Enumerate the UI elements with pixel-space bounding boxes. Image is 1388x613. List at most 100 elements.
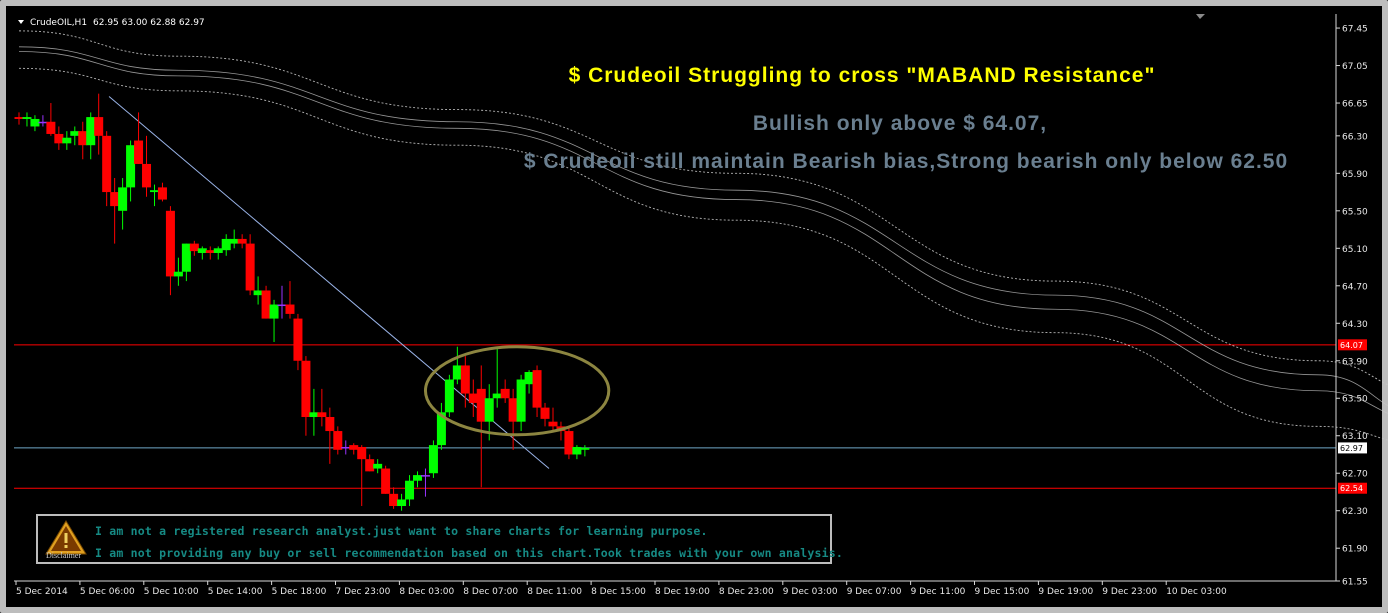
candle-body-26	[221, 238, 231, 251]
candle-20	[173, 257, 183, 286]
candle-body-40	[333, 431, 343, 450]
candle-56	[460, 356, 470, 408]
y-tick-label-2: 66.65	[1342, 100, 1368, 110]
candle-31	[261, 285, 271, 319]
y-tick-label-12: 62.70	[1342, 470, 1368, 480]
price-badge-2: 62.54	[1338, 482, 1367, 494]
candle-26	[221, 234, 231, 256]
candle-22	[189, 240, 199, 256]
candle-body-47	[389, 493, 399, 507]
candle-6	[62, 131, 72, 150]
candle-1	[22, 112, 32, 127]
candle-body-3	[38, 121, 48, 124]
price-badges: 64.07 62.97 62.54	[1338, 339, 1367, 494]
trendline	[108, 96, 550, 469]
candle-61	[500, 379, 510, 403]
y-tick-label-5: 65.50	[1342, 207, 1368, 217]
candle-body-20	[173, 271, 183, 277]
candle-40	[333, 426, 343, 455]
candle-body-19	[165, 210, 175, 277]
x-tick-label-15: 9 Dec 15:00	[975, 587, 1030, 597]
candle-body-53	[436, 412, 446, 446]
warning-icon	[45, 520, 87, 555]
candle-body-71	[580, 447, 590, 450]
candle-body-35	[293, 318, 303, 361]
y-tick-label-1: 67.05	[1342, 62, 1368, 72]
candle-15	[134, 112, 144, 164]
candle-53	[436, 402, 446, 450]
candle-body-31	[261, 290, 271, 319]
price-badge-bg-1	[1338, 442, 1367, 454]
candle-65	[532, 365, 542, 417]
candle-21	[181, 243, 191, 282]
candle-42	[349, 443, 359, 455]
y-tick-label-15: 61.55	[1342, 578, 1368, 588]
candle-body-61	[500, 388, 510, 399]
candle-body-48	[397, 499, 407, 507]
candle-41	[341, 440, 351, 455]
band-upper-line	[18, 46, 1388, 407]
candle-66	[540, 402, 550, 427]
candle-body-62	[508, 398, 518, 422]
y-tick-label-11: 63.10	[1342, 432, 1368, 442]
candle-8	[78, 121, 88, 160]
candle-body-64	[524, 372, 534, 385]
candle-29	[245, 234, 255, 296]
candle-body-46	[381, 468, 391, 494]
x-tick-label-9: 8 Dec 15:00	[591, 587, 646, 597]
candle-51	[420, 468, 430, 497]
candle-body-11	[102, 135, 112, 193]
y-tick-label-0: 67.45	[1342, 25, 1368, 35]
x-tick-label-8: 8 Dec 11:00	[527, 587, 582, 597]
disclaimer-icon-label: Disclaimer	[46, 551, 82, 560]
candle-24	[205, 246, 215, 260]
candle-27	[229, 229, 239, 249]
candle-body-21	[181, 243, 191, 272]
candle-13	[118, 178, 128, 230]
candle-63	[516, 374, 526, 432]
candle-body-58	[476, 388, 486, 422]
candle-55	[452, 346, 462, 385]
symbol-dropdown-icon[interactable]	[18, 20, 24, 24]
candle-body-16	[142, 163, 152, 188]
candle-body-42	[349, 445, 359, 450]
candle-67	[548, 407, 558, 432]
candle-body-23	[197, 248, 207, 253]
candle-17	[149, 184, 159, 207]
candle-body-56	[460, 365, 470, 394]
candle-25	[213, 246, 223, 260]
x-axis-ticks: 5 Dec 2014 5 Dec 06:00 5 Dec 10:00 5 Dec 14…	[15, 581, 1227, 597]
chart-shift-marker-icon[interactable]	[1196, 14, 1205, 19]
trendline-group	[108, 96, 550, 469]
x-tick-label-17: 9 Dec 23:00	[1102, 587, 1157, 597]
candle-4	[46, 103, 56, 136]
candle-body-24	[205, 250, 215, 253]
candle-18	[157, 182, 167, 202]
x-tick-label-3: 5 Dec 14:00	[208, 587, 263, 597]
candle-11	[102, 131, 112, 207]
candle-body-25	[213, 248, 223, 253]
candle-69	[564, 428, 574, 460]
candle-body-44	[365, 459, 375, 472]
x-tick-label-12: 9 Dec 03:00	[783, 587, 838, 597]
y-tick-label-4: 65.90	[1342, 170, 1368, 180]
x-tick-label-14: 9 Dec 11:00	[911, 587, 966, 597]
disclaimer-box: Disclaimer I am not a registered researc…	[36, 514, 843, 564]
y-tick-label-10: 63.50	[1342, 395, 1368, 405]
y-tick-label-7: 64.70	[1342, 282, 1368, 292]
candles	[14, 93, 590, 511]
highlight-ellipse	[423, 345, 611, 437]
x-tick-label-2: 5 Dec 10:00	[144, 587, 199, 597]
candle-57	[468, 379, 478, 417]
candle-body-2	[30, 118, 40, 127]
candle-10	[94, 93, 104, 155]
annotation-title: $ Crudeoil Struggling to cross "MABAND R…	[569, 64, 1156, 87]
candle-30	[253, 276, 263, 305]
candle-body-38	[317, 412, 327, 417]
candle-3	[38, 115, 48, 127]
candle-59	[484, 384, 494, 441]
candle-body-49	[405, 480, 415, 500]
candle-body-43	[357, 446, 367, 460]
band-lower-outer-line	[18, 67, 1388, 441]
candle-58	[476, 365, 486, 488]
